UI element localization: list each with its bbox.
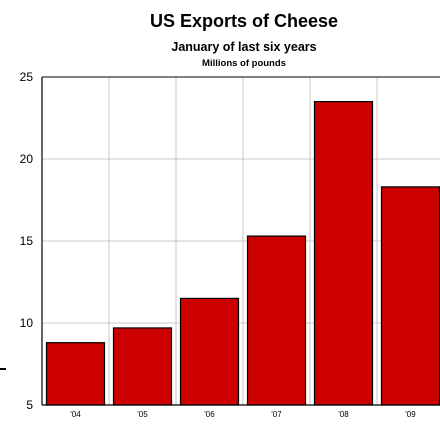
bar-0 xyxy=(45,342,106,406)
chart-units-label: Millions of pounds xyxy=(202,58,286,69)
y-tick-label: 25 xyxy=(20,70,34,84)
x-tick-label: '08 xyxy=(338,410,349,419)
x-tick-label: '04 xyxy=(70,410,81,419)
bar-3 xyxy=(246,235,307,406)
y-tick-label: 20 xyxy=(20,152,34,166)
y-tick-label: 5 xyxy=(26,398,33,412)
bar-5 xyxy=(380,186,440,406)
x-tick-label: '05 xyxy=(137,410,148,419)
bar-1 xyxy=(112,327,173,406)
x-tick-label: '09 xyxy=(405,410,416,419)
chart-title: US Exports of Cheese xyxy=(150,11,338,31)
y-tick-label: 15 xyxy=(20,234,34,248)
bar-2 xyxy=(179,297,240,406)
bar-4 xyxy=(313,100,374,406)
x-tick-label: '07 xyxy=(271,410,282,419)
chart-subtitle: January of last six years xyxy=(171,40,316,54)
y-tick-label: 10 xyxy=(20,316,34,330)
x-tick-label: '06 xyxy=(204,410,215,419)
axis-layer: 5 10 15 20 25 '04 '05 '06 '07 '08 '09 xyxy=(0,70,440,419)
